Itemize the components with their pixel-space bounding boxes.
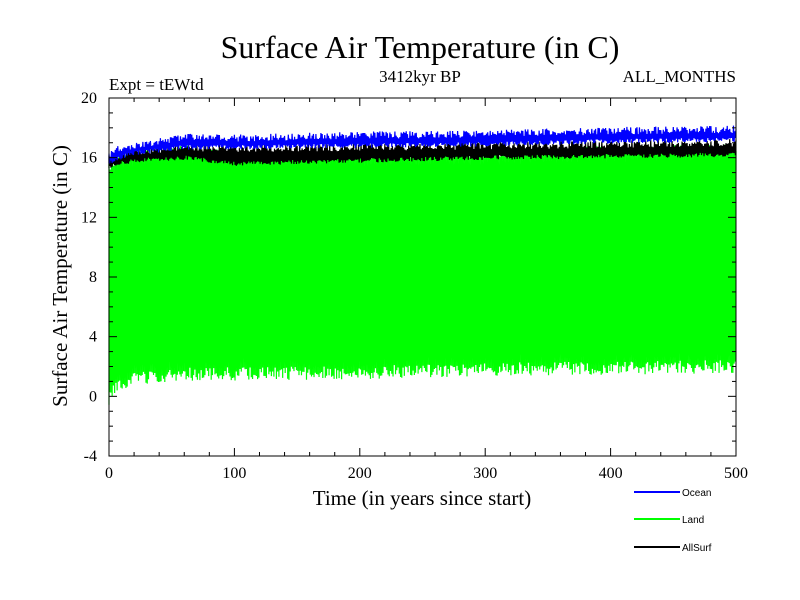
legend: Ocean Land AllSurf (634, 488, 712, 554)
y-tick-label: 8 (89, 269, 97, 286)
legend-label-allsurf: AllSurf (682, 543, 712, 554)
series-ocean (108, 125, 737, 164)
x-tick-label: 500 (724, 465, 748, 482)
plot-area (108, 125, 737, 405)
legend-label-ocean: Ocean (682, 488, 711, 499)
chart-title: Surface Air Temperature (in C) (221, 29, 620, 65)
y-tick-label: 0 (89, 388, 97, 405)
y-tick-label: 20 (81, 90, 97, 107)
period-label: 3412kyr BP (379, 67, 461, 86)
months-label: ALL_MONTHS (623, 67, 736, 86)
x-tick-label: 200 (348, 465, 372, 482)
series-land (108, 144, 737, 405)
y-tick-label: 4 (89, 329, 97, 346)
axes: 0 100 200 300 400 500 -4 0 4 8 12 16 20 (81, 90, 748, 482)
y-tick-label: 16 (81, 150, 97, 167)
experiment-label: Expt = tEWtd (109, 75, 204, 94)
x-tick-label: 400 (599, 465, 623, 482)
y-tick-label: 12 (81, 209, 97, 226)
x-tick-label: 100 (222, 465, 246, 482)
x-tick-label: 300 (473, 465, 497, 482)
x-axis-label: Time (in years since start) (313, 486, 532, 510)
legend-label-land: Land (682, 515, 704, 526)
series-allsurf (108, 139, 737, 169)
y-axis-label: Surface Air Temperature (in C) (48, 145, 72, 407)
x-tick-label: 0 (105, 465, 113, 482)
y-tick-label: -4 (84, 448, 97, 465)
